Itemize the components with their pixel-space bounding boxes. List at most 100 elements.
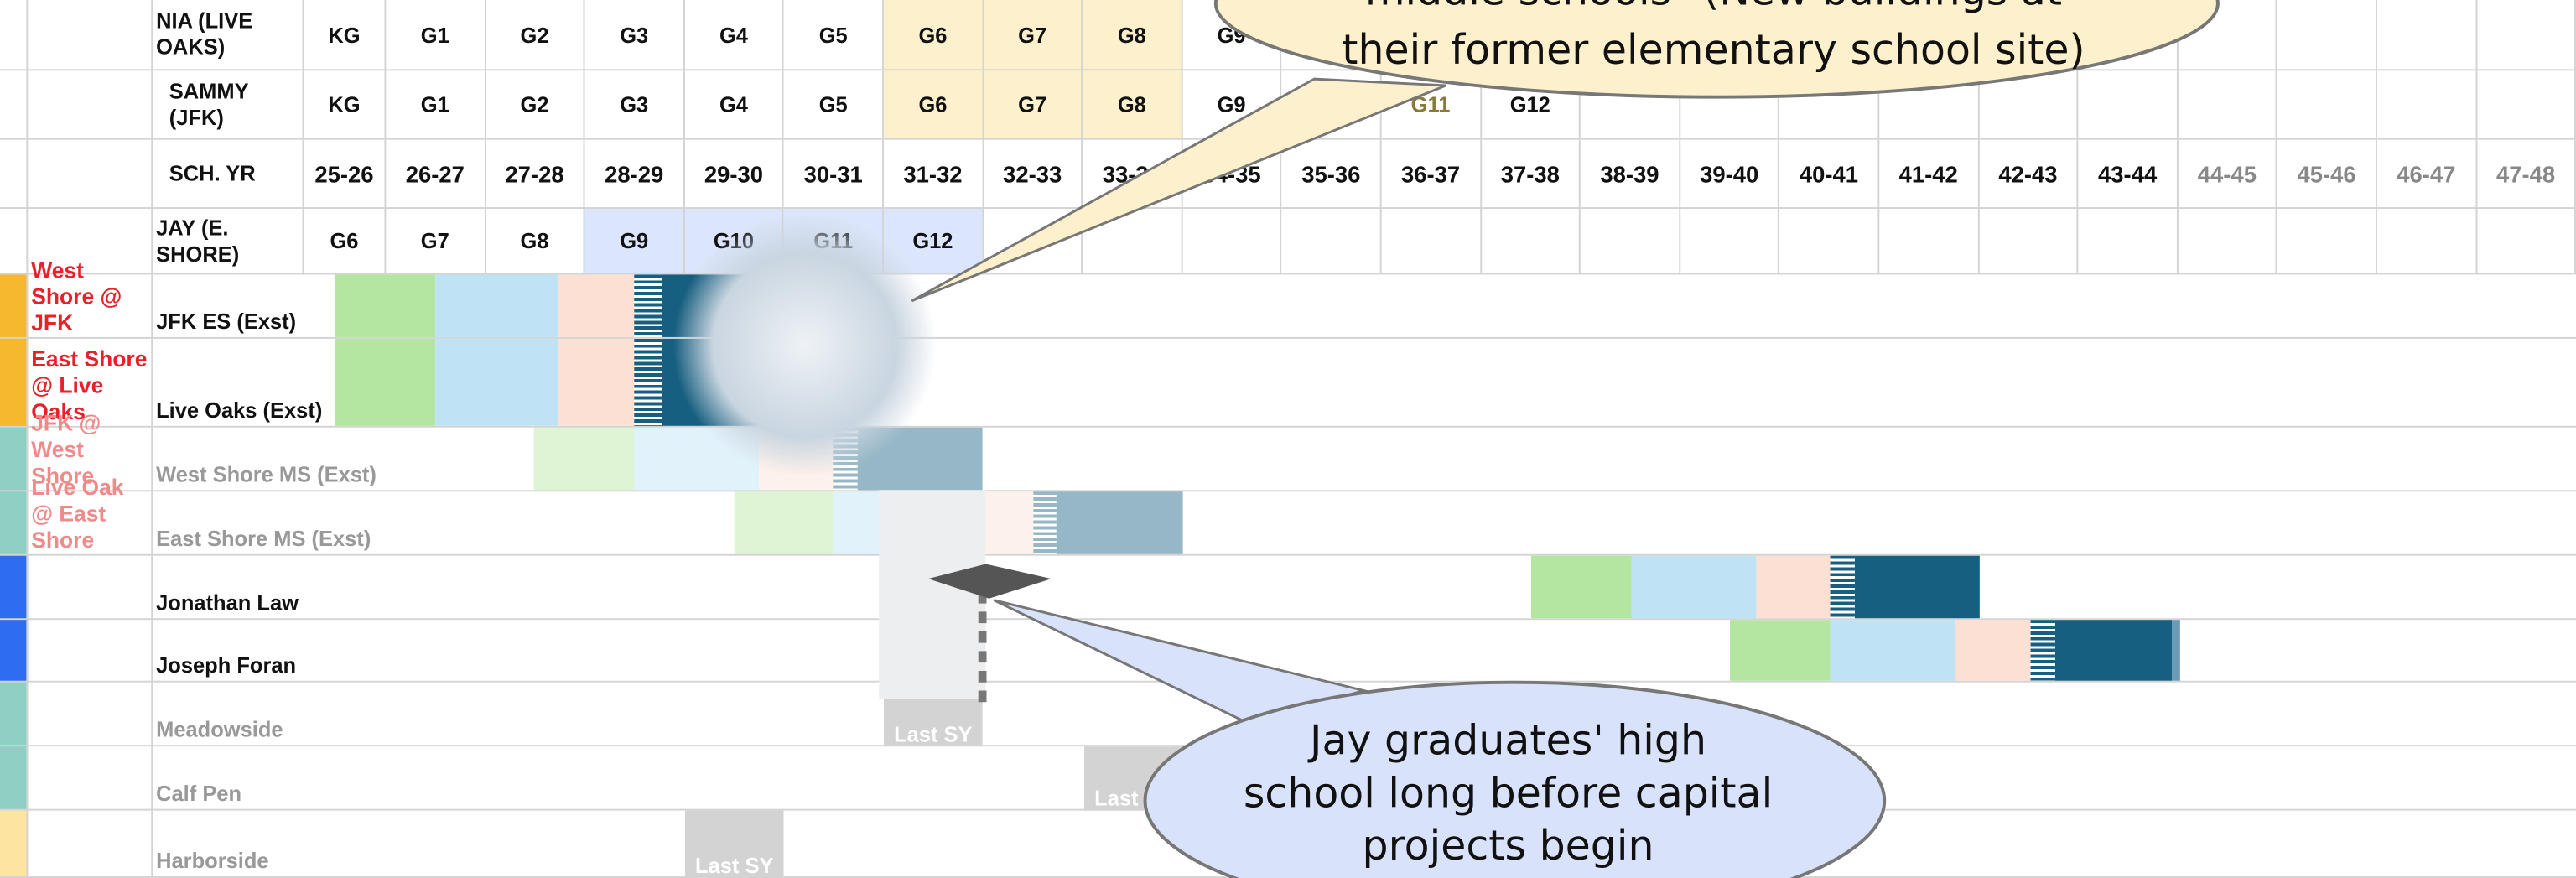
grade-cell: G5 <box>784 0 885 71</box>
strip-cell <box>0 70 29 140</box>
empty-cell <box>1879 70 1980 140</box>
grade-cell: 41-42 <box>1879 139 1980 210</box>
grade-cell: G8 <box>1083 0 1183 71</box>
grade-cell: G6 <box>304 209 387 275</box>
grade-cell: 37-38 <box>1481 139 1581 210</box>
row-label: SAMMY (JFK) <box>153 70 304 140</box>
last-sy-label: Last SY <box>684 810 784 878</box>
timeline-bar <box>1056 491 1183 554</box>
group-strip <box>0 274 29 339</box>
school-group <box>28 810 153 878</box>
grade-cell: G4 <box>684 70 785 140</box>
timeline-bar <box>1033 491 1057 554</box>
grade-cell: G6 <box>884 0 984 71</box>
grade-cell: 42-43 <box>1979 139 2079 210</box>
row-label: NIA (LIVE OAKS) <box>153 0 304 71</box>
empty-cell <box>2476 0 2576 71</box>
empty-cell <box>1281 209 1382 275</box>
callout-text: projects begin <box>1363 822 1654 870</box>
timeline-bar <box>435 338 559 426</box>
grade-cell: 40-41 <box>1779 139 1880 210</box>
grade-cell: G7 <box>386 209 486 275</box>
empty-cell <box>2078 70 2179 140</box>
grade-cell: 47-48 <box>2476 139 2576 210</box>
empty-cell <box>2376 0 2477 71</box>
empty-cell <box>2277 70 2377 140</box>
row-label: JAY (E. SHORE) <box>153 209 304 275</box>
timeline-bar <box>558 274 635 337</box>
empty-cell <box>1481 209 1581 275</box>
empty-cell <box>2078 209 2179 275</box>
empty-cell <box>2178 70 2278 140</box>
grade-cell: 26-27 <box>386 139 486 210</box>
callout-text: school long before capital <box>1244 769 1773 817</box>
mortarboard <box>927 564 1052 599</box>
blank-cell <box>28 209 153 275</box>
timeline-bar <box>1854 555 1980 619</box>
grade-cell: G5 <box>784 70 885 140</box>
empty-cell <box>1879 209 1980 275</box>
timeline-bar <box>982 491 1034 554</box>
grade-cell: 25-26 <box>304 139 387 210</box>
timeline-bar <box>335 274 436 337</box>
timeline-bar <box>1830 555 1855 619</box>
grade-cell: 36-37 <box>1381 139 1482 210</box>
timeline-bar <box>1730 620 1831 681</box>
grade-cell: 28-29 <box>584 139 685 210</box>
blank-cell <box>28 139 153 210</box>
school-name: Live Oaks (Exst) <box>153 339 2576 428</box>
strip-cell <box>0 139 29 210</box>
school-name: Joseph Foran <box>153 620 2576 683</box>
empty-cell <box>2476 209 2576 275</box>
callout-tail <box>911 77 1446 303</box>
timeline-bar <box>1631 555 1757 619</box>
school-name: Jonathan Law <box>153 556 2576 621</box>
grade-cell: G8 <box>486 209 585 275</box>
group-strip <box>0 746 29 811</box>
grade-cell: G8 <box>1083 70 1183 140</box>
school-group <box>28 620 153 683</box>
school-group: East Shore @ Live Oaks <box>28 338 153 428</box>
empty-cell <box>983 209 1083 275</box>
blank-cell <box>28 70 153 140</box>
grade-cell: G3 <box>584 0 685 71</box>
empty-cell <box>1083 209 1183 275</box>
empty-cell <box>1182 209 1282 275</box>
grade-cell: G1 <box>386 70 486 140</box>
empty-cell <box>2277 209 2377 275</box>
empty-cell <box>1581 70 1680 140</box>
callout-text: Jay graduates' high <box>1307 717 1706 765</box>
empty-cell <box>1680 209 1780 275</box>
strip-cell <box>0 209 29 275</box>
group-strip <box>0 491 29 556</box>
grade-cell: G7 <box>983 0 1083 71</box>
grade-cell: 30-31 <box>784 139 885 210</box>
grade-cell: G6 <box>884 70 984 140</box>
group-strip <box>0 427 29 492</box>
row-label: SCH. YR <box>153 139 304 210</box>
grade-cell: 46-47 <box>2376 139 2477 210</box>
grade-cell: 39-40 <box>1680 139 1780 210</box>
grade-cell: G1 <box>386 0 486 71</box>
empty-cell <box>1680 70 1780 140</box>
grade-cell: G2 <box>486 70 585 140</box>
empty-cell <box>2376 70 2477 140</box>
grade-cell: 43-44 <box>2078 139 2179 210</box>
group-strip <box>0 338 29 428</box>
empty-cell <box>1381 209 1482 275</box>
callout-bubble <box>1214 0 2220 99</box>
empty-cell <box>1979 209 2079 275</box>
blank-cell <box>28 0 153 71</box>
empty-cell <box>1581 209 1680 275</box>
callout-bubble <box>1143 680 1887 878</box>
grade-cell: G9 <box>584 209 685 275</box>
grade-cell: 45-46 <box>2277 139 2377 210</box>
callout-text: their former elementary school site) <box>1342 26 2085 74</box>
timeline-bar <box>558 338 635 426</box>
timeline-bar <box>2054 620 2173 681</box>
grade-cell: G4 <box>684 0 785 71</box>
group-strip <box>0 555 29 621</box>
